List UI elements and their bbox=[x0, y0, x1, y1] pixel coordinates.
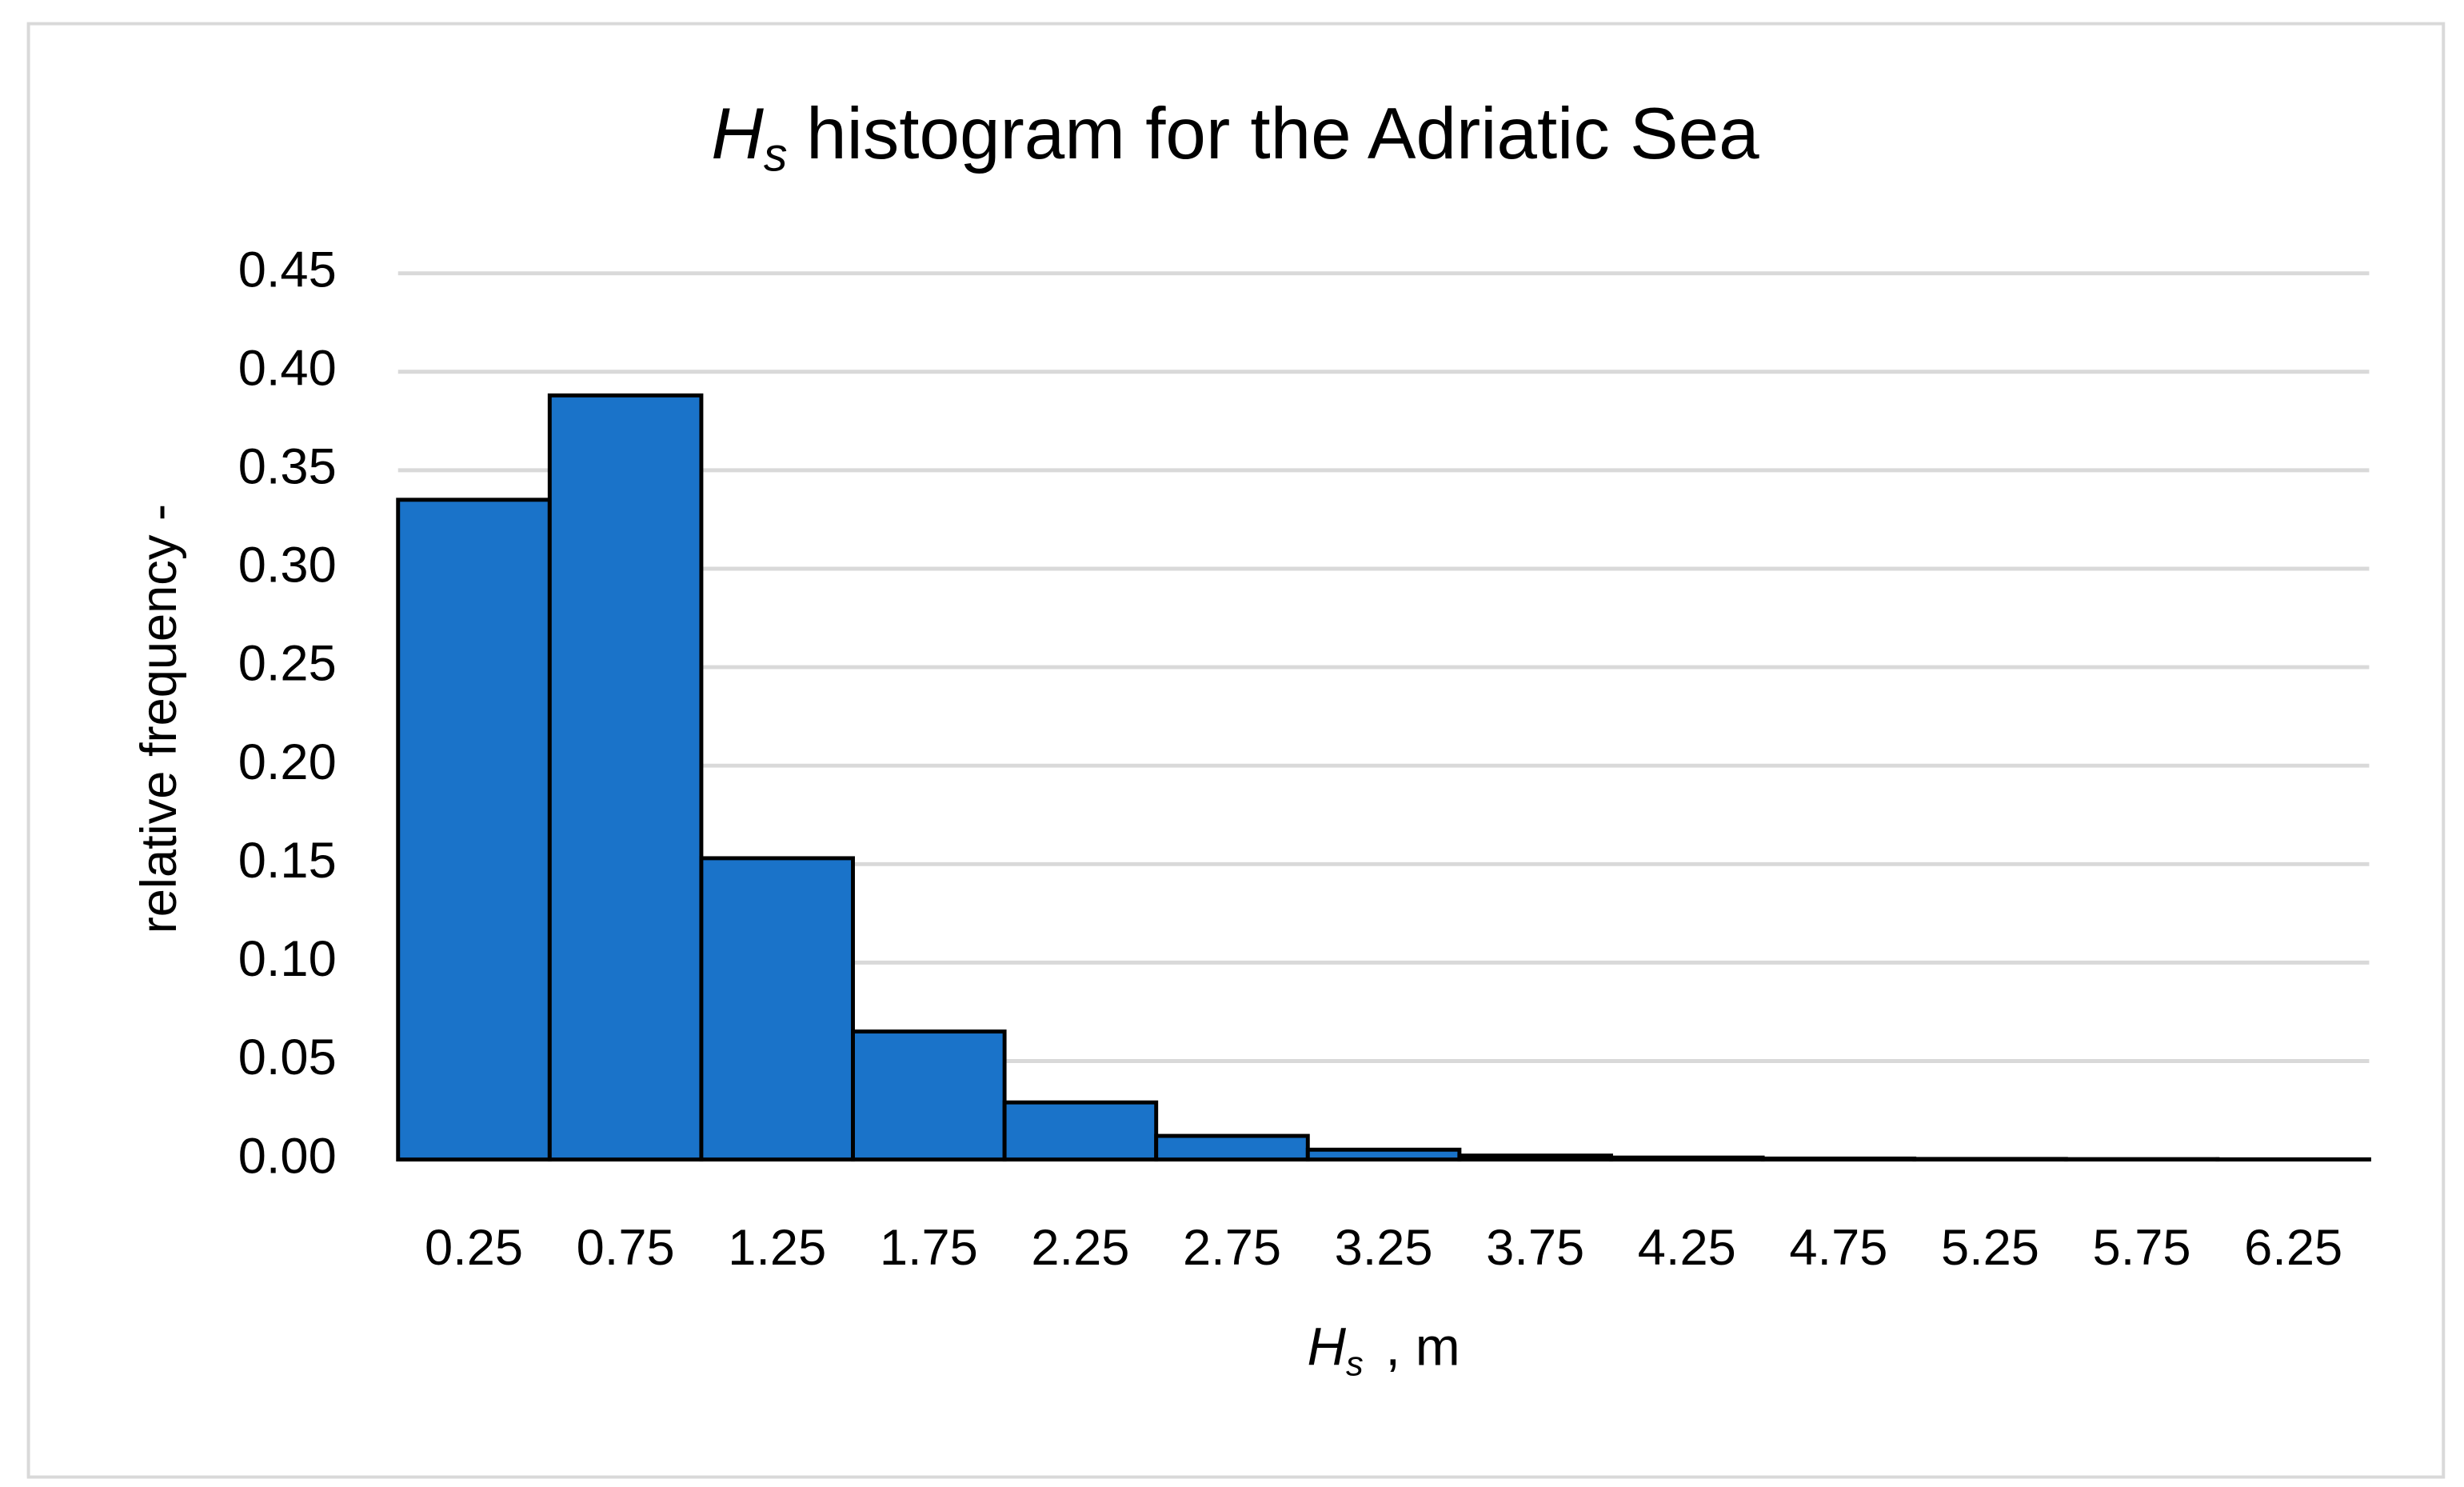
title-symbol: H bbox=[711, 94, 764, 174]
x-tick-label: 1.25 bbox=[728, 1220, 826, 1276]
x-tick-label: 2.25 bbox=[1031, 1220, 1129, 1276]
y-tick-label: 0.20 bbox=[238, 734, 337, 790]
x-label-text: , m bbox=[1385, 1317, 1460, 1377]
bar bbox=[851, 1029, 1007, 1162]
y-tick-label: 0.30 bbox=[238, 538, 337, 594]
title-text: histogram for the Adriatic Sea bbox=[806, 94, 1759, 174]
bar bbox=[547, 393, 704, 1162]
x-axis-label: Hs , m bbox=[1308, 1317, 1460, 1383]
y-tick-label: 0.05 bbox=[238, 1029, 337, 1085]
x-tick-label: 3.75 bbox=[1486, 1220, 1584, 1276]
x-label-subscript: s bbox=[1346, 1345, 1364, 1384]
y-tick-label: 0.35 bbox=[238, 439, 337, 495]
y-tick-label: 0.45 bbox=[238, 242, 337, 298]
x-tick-label: 0.75 bbox=[577, 1220, 675, 1276]
y-tick-label: 0.25 bbox=[238, 636, 337, 692]
bar bbox=[1002, 1100, 1159, 1162]
y-axis-label: relative frequency - bbox=[131, 504, 187, 933]
bar bbox=[1154, 1133, 1310, 1162]
x-tick-label: 0.25 bbox=[425, 1220, 523, 1276]
y-tick-label: 0.40 bbox=[238, 340, 337, 396]
y-tick-label: 0.10 bbox=[238, 931, 337, 987]
x-label-symbol: H bbox=[1308, 1317, 1347, 1377]
x-tick-label: 4.25 bbox=[1638, 1220, 1736, 1276]
x-tick-label: 6.25 bbox=[2244, 1220, 2342, 1276]
x-tick-label: 3.25 bbox=[1335, 1220, 1433, 1276]
title-subscript: s bbox=[764, 127, 788, 181]
chart-title: Hs histogram for the Adriatic Sea bbox=[711, 94, 1759, 181]
bar bbox=[699, 856, 855, 1162]
x-tick-label: 5.75 bbox=[2093, 1220, 2191, 1276]
x-tick-label: 4.75 bbox=[1789, 1220, 1887, 1276]
x-tick-label: 1.75 bbox=[880, 1220, 978, 1276]
x-tick-label: 2.75 bbox=[1183, 1220, 1281, 1276]
bar bbox=[396, 498, 552, 1162]
x-tick-label: 5.25 bbox=[1941, 1220, 2039, 1276]
y-tick-label: 0.15 bbox=[238, 833, 337, 889]
y-tick-label: 0.00 bbox=[238, 1128, 337, 1184]
